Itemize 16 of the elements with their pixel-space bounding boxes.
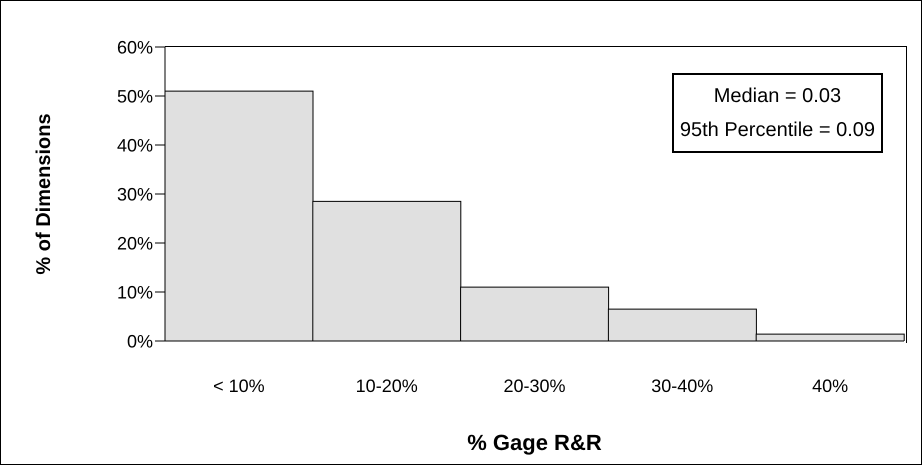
annotation: 95th Percentile = 0.09 [680,118,875,143]
x-tick-label: 10-20% [356,376,418,396]
y-axis-title: % of Dimensions [33,113,56,275]
y-tick-label: 20% [116,233,153,254]
x-tick-label: 20-30% [503,376,566,396]
y-tick-label: 30% [116,184,153,204]
x-tick-label: < 10% [213,376,265,396]
y-tick-label: 60% [116,37,153,58]
y-tick-label: 40% [116,135,153,156]
y-tick-label: 0% [126,331,153,352]
x-axis-title: % Gage R&R [467,430,602,455]
y-tick-label: 10% [116,282,153,302]
y-tick-label: 50% [116,86,153,106]
x-tick-label: 30-40% [651,376,714,396]
annotation: Median = 0.03 [712,84,842,109]
x-tick-label: 40% [812,376,848,396]
